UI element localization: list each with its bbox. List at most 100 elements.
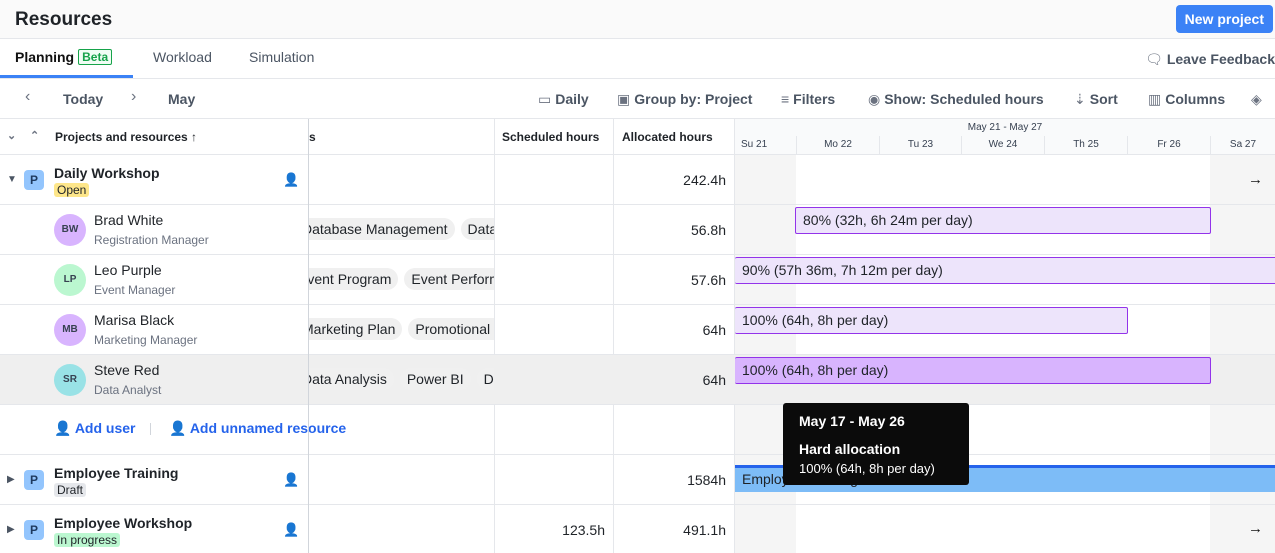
resource-role: Registration Manager xyxy=(94,233,209,247)
sort-button[interactable]: ⇣ Sort xyxy=(1074,91,1118,108)
day-label: Mo 22 xyxy=(796,136,879,155)
scheduled-hours: 123.5h xyxy=(562,522,605,538)
assign-user-icon[interactable]: 👤 xyxy=(283,472,300,487)
collapse-caret-icon[interactable]: ▼ xyxy=(7,174,17,185)
col-allocated-header[interactable]: Allocated hours xyxy=(622,130,713,144)
col-divider xyxy=(734,119,735,553)
daily-button[interactable]: ▭ Daily xyxy=(538,91,589,108)
resource-role: Data Analyst xyxy=(94,383,162,397)
columns-label: Columns xyxy=(1165,91,1226,107)
project-name[interactable]: Daily Workshop xyxy=(54,165,160,181)
col-divider xyxy=(494,119,495,553)
assign-user-icon[interactable]: 👤 xyxy=(283,172,300,187)
skill-chip: Data Analysis xyxy=(309,368,394,390)
row-line xyxy=(735,354,1275,355)
timeline: May 21 - May 27 Su 21 Mo 22 Tu 23 We 24 … xyxy=(735,119,1275,553)
columns-button[interactable]: ▥ Columns xyxy=(1148,91,1225,108)
day-label: Th 25 xyxy=(1044,136,1127,155)
resource-row[interactable]: MB Marisa Black Marketing Manager Market… xyxy=(0,305,735,355)
add-user-button[interactable]: 👤 Add user xyxy=(54,420,136,437)
leave-feedback-button[interactable]: 🗨 Leave Feedback xyxy=(1145,51,1275,68)
col-skills-header[interactable]: s xyxy=(309,130,316,144)
allocation-bar[interactable]: 90% (57h 36m, 7h 12m per day) xyxy=(735,257,1275,284)
feedback-icon: 🗨 xyxy=(1145,51,1163,67)
skills-cell: Database Management Data xyxy=(309,218,494,240)
avatar: MB xyxy=(54,314,86,346)
layers-icon[interactable]: ◈ xyxy=(1251,91,1262,107)
user-plus-icon: 👤 xyxy=(169,420,187,436)
top-bar: Resources New project xyxy=(0,0,1275,39)
today-button[interactable]: Today xyxy=(63,91,104,107)
chevron-right-icon[interactable]: › xyxy=(131,88,137,105)
project-row[interactable]: ▶ P Employee Workshop In progress 👤 123.… xyxy=(0,505,735,553)
group-by-button[interactable]: ▣ Group by: Project xyxy=(617,91,752,108)
allocation-tooltip: May 17 - May 26 Hard allocation 100% (64… xyxy=(783,403,969,485)
add-user-label: Add user xyxy=(74,420,136,436)
group-by-label: Group by: Project xyxy=(634,91,753,107)
tab-workload[interactable]: Workload xyxy=(153,49,212,65)
new-project-button[interactable]: New project xyxy=(1175,5,1273,33)
skill-chip: Promotional M xyxy=(408,318,494,340)
skill-chip: Event Program xyxy=(309,268,399,290)
avatar: BW xyxy=(54,214,86,246)
tooltip-dates: May 17 - May 26 xyxy=(799,413,905,429)
tooltip-type: Hard allocation xyxy=(799,441,901,457)
col-projects-header[interactable]: Projects and resources ↑ xyxy=(55,130,198,144)
resource-row[interactable]: SR Steve Red Data Analyst Data Analysis P… xyxy=(0,355,735,405)
month-label[interactable]: May xyxy=(168,91,196,107)
tab-planning[interactable]: Planning Beta xyxy=(15,49,113,65)
day-label: We 24 xyxy=(961,136,1044,155)
add-unnamed-resource-button[interactable]: 👤 Add unnamed resource xyxy=(169,420,346,437)
expand-caret-icon[interactable]: ▶ xyxy=(7,524,15,535)
resource-name[interactable]: Brad White xyxy=(94,212,164,228)
filters-label: Filters xyxy=(793,91,836,107)
project-row[interactable]: ▼ P Daily Workshop Open 👤 242.4h xyxy=(0,155,735,205)
day-label: Sa 27 xyxy=(1210,136,1275,155)
tab-simulation[interactable]: Simulation xyxy=(249,49,315,65)
resource-row[interactable]: BW Brad White Registration Manager Datab… xyxy=(0,205,735,255)
resource-role: Marketing Manager xyxy=(94,333,198,347)
project-row[interactable]: ▶ P Employee Training Draft 👤 1584h xyxy=(0,455,735,505)
calendar-icon: ▭ xyxy=(538,91,552,107)
assign-user-icon[interactable]: 👤 xyxy=(283,522,300,537)
tooltip-detail: 100% (64h, 8h per day) xyxy=(799,461,935,476)
show-button[interactable]: ◉ Show: Scheduled hours xyxy=(868,91,1044,108)
filters-button[interactable]: ≡ Filters xyxy=(781,91,835,107)
skill-chip: Marketing Plan xyxy=(309,318,403,340)
sort-label: Sort xyxy=(1089,91,1118,107)
allocation-bar[interactable]: 100% (64h, 8h per day) xyxy=(735,307,1128,334)
resource-name[interactable]: Marisa Black xyxy=(94,312,175,328)
allocated-hours: 242.4h xyxy=(683,172,726,188)
allocation-bar[interactable]: 100% (64h, 8h per day) xyxy=(735,357,1211,384)
arrow-right-icon[interactable]: → xyxy=(1248,520,1263,537)
status-badge: Open xyxy=(54,183,90,197)
skill-chip: Power BI xyxy=(399,368,471,390)
resource-name[interactable]: Leo Purple xyxy=(94,262,162,278)
row-line xyxy=(735,404,1275,405)
project-icon: P xyxy=(24,470,44,490)
resource-role: Event Manager xyxy=(94,283,176,297)
user-icon: 👤 xyxy=(54,420,72,436)
allocation-bar[interactable]: 80% (32h, 6h 24m per day) xyxy=(795,207,1211,234)
col-scheduled-header[interactable]: Scheduled hours xyxy=(502,130,600,144)
skill-chip: Data xyxy=(460,218,494,240)
show-label: Show: Scheduled hours xyxy=(884,91,1044,107)
page-title: Resources xyxy=(15,9,113,30)
chevron-left-icon[interactable]: ‹ xyxy=(25,88,31,105)
resource-name[interactable]: Steve Red xyxy=(94,362,160,378)
day-label: Tu 23 xyxy=(879,136,961,155)
allocated-hours: 56.8h xyxy=(690,222,726,238)
expand-caret-icon[interactable]: ▶ xyxy=(7,474,15,485)
project-name[interactable]: Employee Workshop xyxy=(54,515,193,531)
skill-chip: Dat xyxy=(476,368,494,390)
project-icon: P xyxy=(24,170,44,190)
arrow-right-icon[interactable]: → xyxy=(1248,171,1263,188)
resource-row[interactable]: LP Leo Purple Event Manager Event Progra… xyxy=(0,255,735,305)
tab-planning-label: Planning xyxy=(15,49,75,65)
sort-icon: ⇣ xyxy=(1074,91,1086,107)
collapse-all-icon[interactable]: ⌄ xyxy=(7,130,17,142)
project-name[interactable]: Employee Training xyxy=(54,465,179,481)
expand-all-icon[interactable]: ⌃ xyxy=(30,130,40,142)
allocated-hours: 1584h xyxy=(687,472,726,488)
